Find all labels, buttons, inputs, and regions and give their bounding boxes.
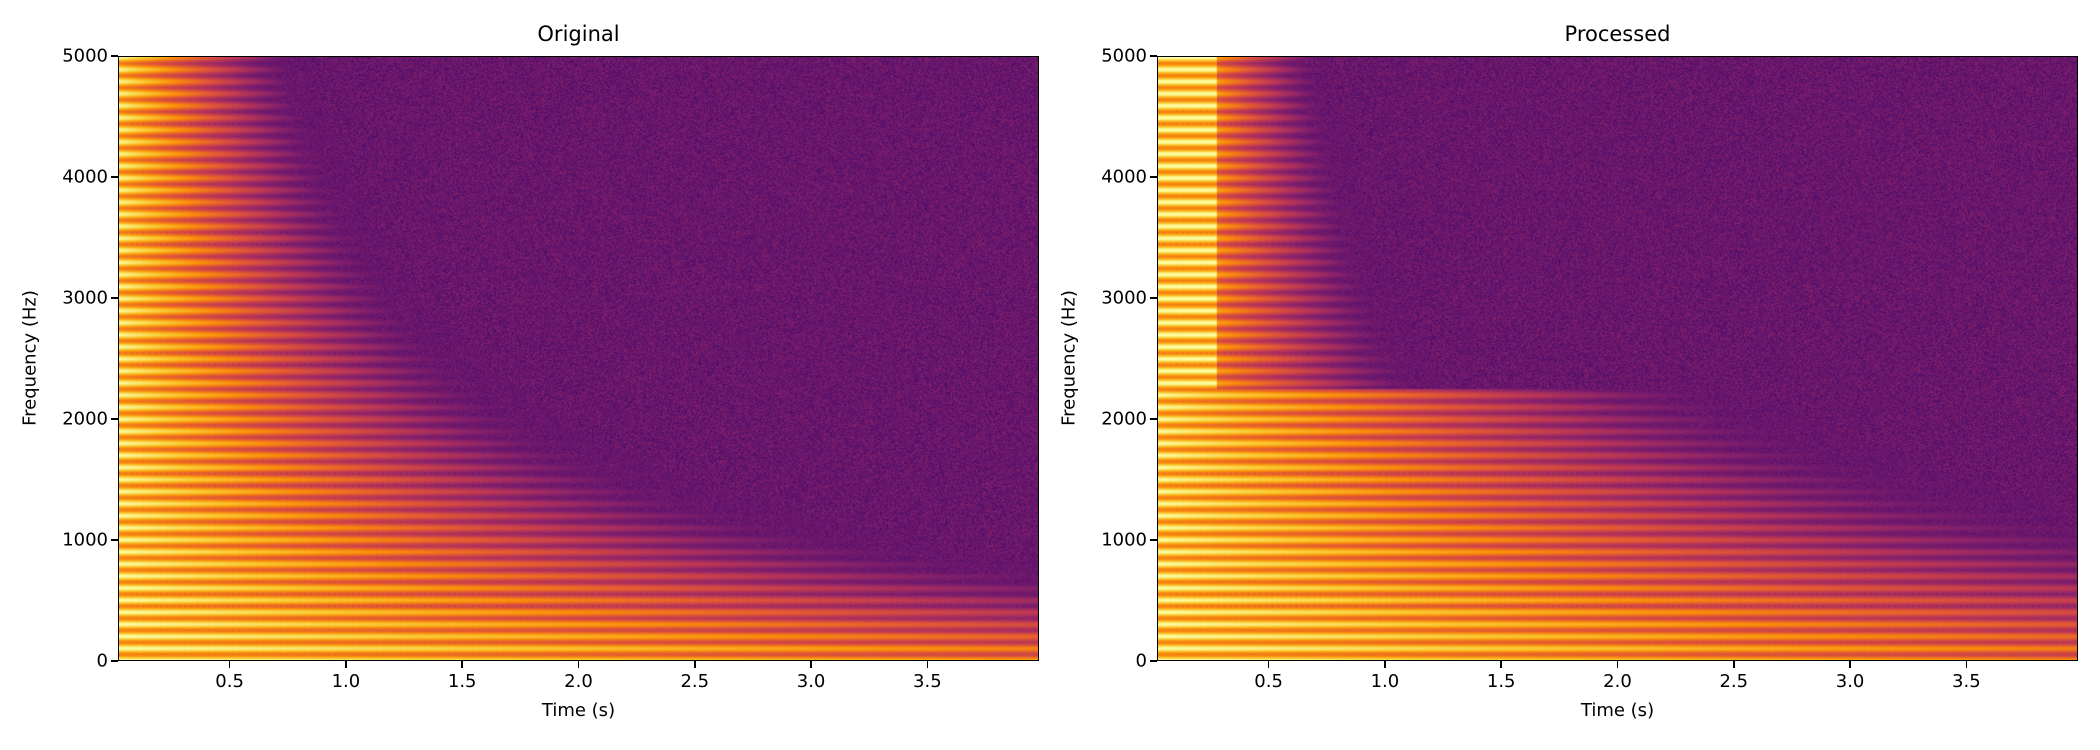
ylabel-processed: Frequency (Hz) xyxy=(1058,290,1080,426)
x-tick xyxy=(1849,661,1851,668)
y-tick xyxy=(1150,660,1157,662)
y-tick-label: 5000 xyxy=(1101,45,1147,67)
y-tick-label: 4000 xyxy=(62,166,108,188)
title-original: Original xyxy=(537,22,620,46)
xlabel-original: Time (s) xyxy=(541,700,616,721)
x-tick-label: 2.5 xyxy=(680,671,710,692)
x-tick xyxy=(345,661,347,668)
x-tick xyxy=(694,661,696,668)
x-tick xyxy=(461,661,463,668)
y-tick-label: 4000 xyxy=(1101,166,1147,188)
spectrogram-processed xyxy=(1158,57,2077,660)
y-tick-label: 3000 xyxy=(62,287,108,309)
y-tick xyxy=(111,660,118,662)
x-tick-label: 2.5 xyxy=(1719,671,1749,692)
y-tick xyxy=(111,55,118,57)
x-tick xyxy=(1733,661,1735,668)
y-tick xyxy=(1150,539,1157,541)
x-tick-label: 1.0 xyxy=(1370,671,1400,692)
x-tick xyxy=(228,661,231,668)
x-tick-label: 3.0 xyxy=(796,671,826,692)
x-tick-label: 1.5 xyxy=(1486,671,1516,692)
y-tick-label: 1000 xyxy=(1101,529,1147,551)
x-tick xyxy=(1616,661,1619,668)
x-tick xyxy=(1500,661,1502,668)
y-tick xyxy=(111,539,118,541)
y-tick xyxy=(1150,418,1157,420)
y-tick-label: 1000 xyxy=(62,529,108,551)
x-tick-label: 3.5 xyxy=(1952,671,1981,692)
y-tick xyxy=(111,418,118,420)
y-tick xyxy=(1150,55,1157,57)
y-tick-label: 0 xyxy=(1135,650,1147,672)
x-tick xyxy=(1965,661,1968,668)
x-tick-label: 2.0 xyxy=(564,671,593,692)
spectrogram-original xyxy=(119,57,1038,660)
y-tick xyxy=(111,297,118,299)
y-tick xyxy=(111,176,118,178)
x-tick-label: 2.0 xyxy=(1603,671,1632,692)
x-tick xyxy=(810,661,812,668)
x-tick xyxy=(926,661,929,668)
x-tick-label: 3.0 xyxy=(1835,671,1865,692)
x-tick xyxy=(1384,661,1386,668)
y-tick xyxy=(1150,176,1157,178)
title-processed: Processed xyxy=(1564,22,1671,46)
x-tick-label: 0.5 xyxy=(1254,671,1283,692)
y-tick-label: 5000 xyxy=(62,45,108,67)
x-tick-label: 1.5 xyxy=(447,671,477,692)
x-tick-label: 0.5 xyxy=(215,671,244,692)
xlabel-processed: Time (s) xyxy=(1580,700,1655,721)
y-tick xyxy=(1150,297,1157,299)
y-tick-label: 0 xyxy=(96,650,108,672)
x-tick-label: 3.5 xyxy=(913,671,942,692)
x-tick-label: 1.0 xyxy=(331,671,361,692)
ylabel-original: Frequency (Hz) xyxy=(19,290,41,426)
axes-processed xyxy=(1157,56,2078,661)
axes-original xyxy=(118,56,1039,661)
y-tick-label: 3000 xyxy=(1101,287,1147,309)
x-tick xyxy=(577,661,580,668)
y-tick-label: 2000 xyxy=(62,408,108,430)
x-tick xyxy=(1267,661,1270,668)
y-tick-label: 2000 xyxy=(1101,408,1147,430)
